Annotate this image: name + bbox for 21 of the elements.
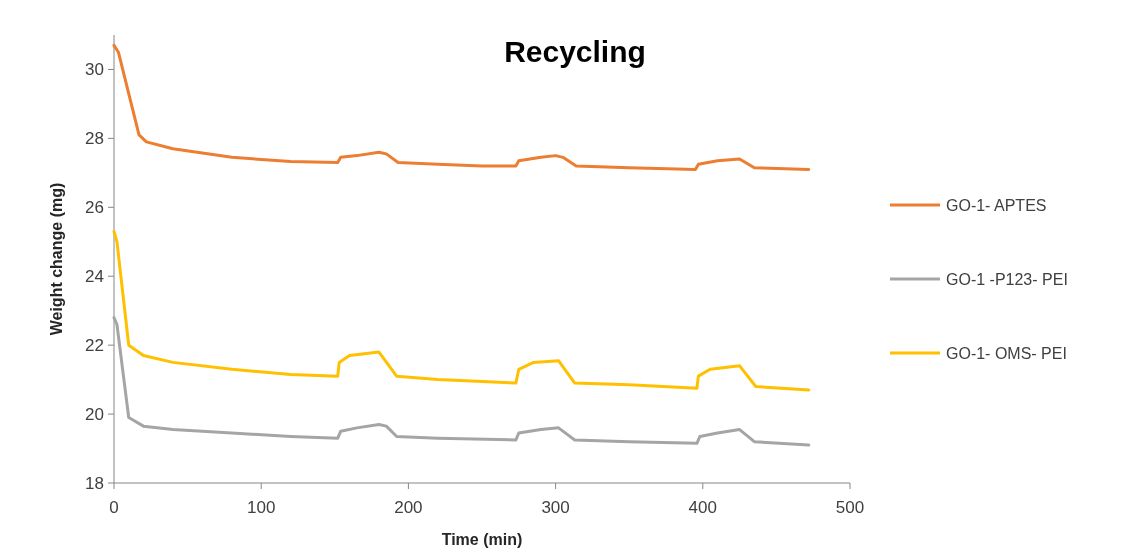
y-tick-label: 22 xyxy=(85,336,104,356)
x-tick-label: 200 xyxy=(394,498,423,517)
legend-label: GO-1- OMS- PEI xyxy=(946,344,1067,362)
x-tick-label: 0 xyxy=(109,498,119,517)
x-tick-label: 100 xyxy=(247,498,276,517)
line-series xyxy=(112,229,811,392)
y-tick-label: 26 xyxy=(85,198,104,218)
legend-label: GO-1 -P123- PEI xyxy=(946,270,1068,288)
legend-label: GO-1- APTES xyxy=(946,196,1047,214)
chart-title: Recycling xyxy=(504,35,646,68)
y-tick-label: 18 xyxy=(85,473,104,493)
x-tick-label: 300 xyxy=(541,498,570,517)
x-tick-label: 400 xyxy=(688,498,717,517)
line-series xyxy=(112,316,811,447)
y-tick-label: 28 xyxy=(85,129,104,149)
y-tick-label: 24 xyxy=(85,267,104,287)
y-tick-label: 30 xyxy=(85,60,104,80)
y-tick-label: 20 xyxy=(85,405,104,425)
x-axis-title: Time (min) xyxy=(441,531,523,548)
y-axis-title: Weight change (mg) xyxy=(48,182,65,336)
x-tick-label: 500 xyxy=(835,498,865,517)
